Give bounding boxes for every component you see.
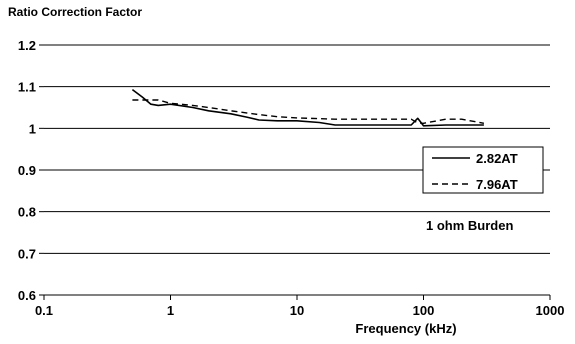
y-tick-label-3: 0.9: [18, 163, 36, 178]
x-tick-label-2: 10: [290, 303, 304, 318]
x-tick-label-3: 100: [413, 303, 435, 318]
series-line-2-82at: [131, 88, 484, 127]
series-line-7-96at: [132, 99, 485, 125]
legend: 2.82AT 7.96AT: [422, 146, 544, 194]
x-axis-label: Frequency (kHz): [355, 321, 456, 336]
y-tick-label-4: 1: [29, 121, 36, 136]
chart-title: Ratio Correction Factor: [8, 5, 142, 19]
y-tick-label-0: 0.6: [18, 288, 36, 303]
legend-label-7-96at: 7.96AT: [476, 177, 518, 192]
legend-box: [422, 146, 544, 194]
x-tick-label-1: 1: [167, 303, 174, 318]
y-tick-label-2: 0.8: [18, 205, 36, 220]
legend-label-2-82at: 2.82AT: [476, 151, 518, 166]
y-tick-label-1: 0.7: [18, 246, 36, 261]
grid: [39, 44, 551, 300]
y-tick-labels: 0.6 0.7 0.8 0.9 1 1.1 1.2: [18, 38, 36, 303]
x-tick-label-4: 1000: [536, 303, 565, 318]
y-tick-label-5: 1.1: [18, 80, 36, 95]
annotation-burden: 1 ohm Burden: [426, 218, 513, 233]
x-tick-label-0: 0.1: [35, 303, 53, 318]
x-tick-labels: 0.1 1 10 100 1000: [35, 303, 565, 318]
y-tick-label-6: 1.2: [18, 38, 36, 53]
series-lines: [131, 88, 485, 127]
